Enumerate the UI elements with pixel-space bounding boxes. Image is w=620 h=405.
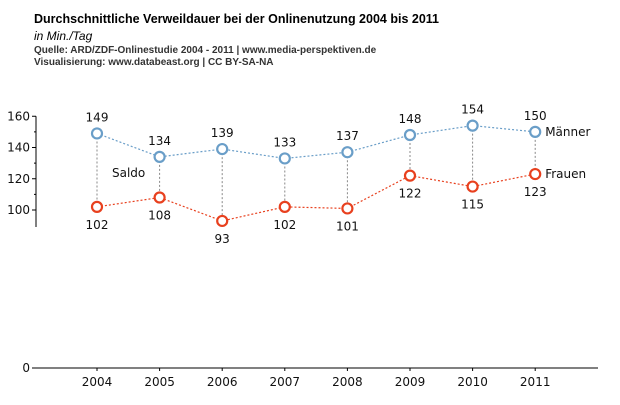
- x-tick-label: 2009: [395, 375, 426, 389]
- data-label-maenner: 133: [273, 135, 296, 149]
- chart-header: Durchschnittliche Verweildauer bei der O…: [34, 13, 439, 68]
- axes: 0 100 120 140 160 2004 2005 2006 2007 2008 2009 201…: [7, 109, 598, 389]
- data-point-maenner: [153, 150, 166, 163]
- data-point-frauen: [278, 200, 291, 213]
- data-point-maenner: [278, 152, 291, 165]
- saldo-annotation: Saldo: [112, 166, 145, 180]
- data-point-maenner: [90, 127, 104, 140]
- data-label-frauen: 102: [86, 218, 109, 232]
- data-label-frauen: 108: [148, 209, 171, 223]
- data-label-maenner: 154: [461, 103, 484, 117]
- y-tick-label: 160: [7, 109, 30, 123]
- data-label-frauen: 123: [524, 185, 547, 199]
- x-tick-label: 2004: [82, 375, 113, 389]
- chart-subtitle: in Min./Tag: [34, 28, 93, 43]
- source-note: Quelle: ARD/ZDF-Onlinestudie 2004 - 2011…: [34, 44, 377, 56]
- data-label-maenner: 150: [524, 109, 547, 123]
- data-point-frauen: [529, 167, 542, 181]
- data-point-frauen: [466, 180, 479, 193]
- data-point-maenner: [466, 119, 479, 132]
- data-label-frauen: 102: [273, 218, 296, 232]
- credit-note: Visualisierung: www.databeast.org | CC B…: [34, 56, 274, 68]
- series-lines: [96, 125, 536, 222]
- data-points: [90, 119, 542, 228]
- x-tick-label: 2008: [332, 375, 363, 389]
- series-name-maenner: Männer: [545, 125, 590, 139]
- data-label-maenner: 137: [336, 129, 359, 143]
- data-point-maenner: [403, 128, 417, 142]
- data-point-frauen: [90, 200, 104, 213]
- value-labels: 149 134 139 133 137 148 154 150 Männer 102 108 93 10…: [86, 103, 591, 246]
- data-point-maenner: [216, 142, 229, 156]
- y-tick-label: 120: [7, 172, 30, 186]
- series-line-maenner: [96, 125, 536, 160]
- x-tick-label: 2005: [144, 375, 175, 389]
- data-label-maenner: 148: [399, 112, 422, 126]
- chart-title: Durchschnittliche Verweildauer bei der O…: [34, 12, 439, 26]
- y-tick-label: 140: [7, 141, 30, 155]
- data-label-frauen: 122: [399, 187, 422, 201]
- x-tick-label: 2011: [520, 375, 551, 389]
- data-point-maenner: [341, 146, 354, 159]
- data-point-maenner: [529, 125, 542, 138]
- data-label-maenner: 134: [148, 134, 171, 148]
- saldo-gap-lines: [96, 125, 536, 221]
- y-tick-label: 0: [22, 361, 30, 375]
- data-label-frauen: 93: [215, 232, 230, 246]
- data-label-frauen: 101: [336, 219, 359, 233]
- data-point-frauen: [216, 214, 229, 228]
- data-point-frauen: [341, 202, 354, 215]
- x-tick-label: 2006: [207, 375, 238, 389]
- series-line-frauen: [96, 173, 536, 222]
- x-tick-label: 2007: [270, 375, 301, 389]
- data-point-frauen: [153, 191, 166, 204]
- data-point-frauen: [403, 169, 417, 182]
- data-label-frauen: 115: [461, 198, 484, 212]
- series-name-frauen: Frauen: [545, 167, 586, 181]
- data-label-maenner: 149: [86, 110, 109, 124]
- data-label-maenner: 139: [211, 126, 234, 140]
- y-tick-label: 100: [7, 203, 30, 217]
- x-tick-label: 2010: [457, 375, 488, 389]
